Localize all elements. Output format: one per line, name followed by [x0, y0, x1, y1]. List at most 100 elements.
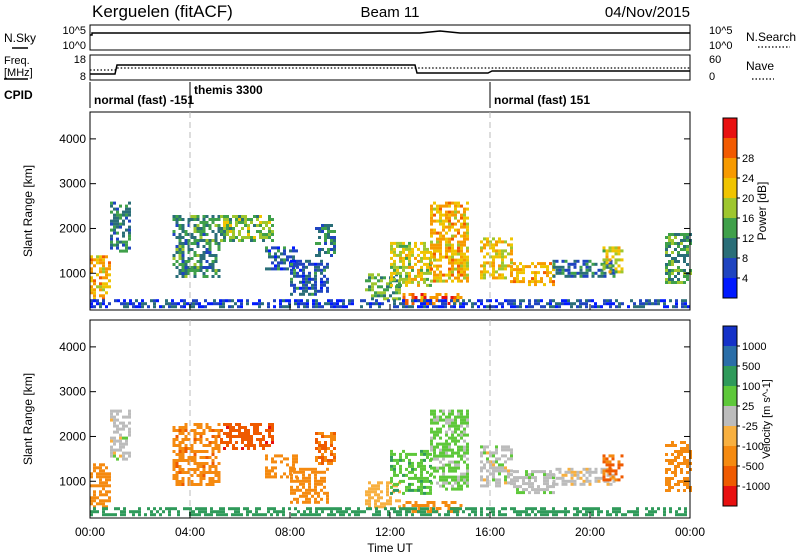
- power-echo-cell: [274, 255, 277, 259]
- power-echo-cell: [674, 281, 677, 284]
- power-echo-cell: [588, 259, 592, 263]
- power-echo-cell: [486, 243, 489, 247]
- power-echo-cell: [456, 296, 460, 299]
- velocity-echo-cell: [399, 513, 402, 517]
- power-echo-cell: [573, 302, 576, 306]
- velocity-echo-cell: [448, 421, 451, 425]
- power-echo-cell: [466, 255, 469, 259]
- velocity-echo-cell: [651, 510, 654, 514]
- power-colorbar-swatch: [723, 218, 737, 238]
- power-echo-cell: [178, 248, 182, 251]
- power-echo-cell: [671, 269, 674, 272]
- velocity-echo-cell: [399, 467, 402, 471]
- power-echo-cell: [573, 274, 577, 278]
- velocity-echo-cell: [582, 473, 586, 477]
- velocity-echo-cell: [339, 513, 342, 517]
- power-echo-cell: [383, 297, 386, 301]
- velocity-echo-cell: [211, 465, 215, 468]
- power-echo-cell: [537, 302, 540, 306]
- velocity-echo-cell: [184, 471, 188, 474]
- velocity-echo-cell: [495, 466, 498, 470]
- power-echo-cell: [178, 263, 182, 266]
- velocity-echo-cell: [294, 513, 297, 517]
- power-echo-cell: [439, 207, 442, 211]
- power-echo-cell: [513, 268, 516, 272]
- power-echo-region: [510, 262, 555, 287]
- velocity-echo-cell: [190, 474, 194, 477]
- velocity-echo-cell: [534, 491, 537, 495]
- velocity-echo-cell: [150, 513, 153, 517]
- velocity-echo-cell: [486, 478, 489, 482]
- velocity-echo-cell: [262, 438, 265, 441]
- power-echo-cell: [483, 243, 486, 247]
- power-echo-cell: [457, 240, 460, 244]
- power-echo-cell: [420, 299, 424, 302]
- velocity-echo-cell: [172, 450, 176, 453]
- velocity-echo-cell: [368, 487, 371, 491]
- power-echo-cell: [116, 216, 119, 220]
- power-echo-cell: [305, 265, 308, 269]
- power-echo-cell: [423, 262, 426, 266]
- velocity-echo-cell: [217, 450, 221, 453]
- velocity-echo-cell: [172, 441, 176, 444]
- power-echo-cell: [463, 210, 466, 214]
- power-echo-cell: [439, 222, 442, 226]
- noise-panel: N.Sky 10^5 10^0 10^5 10^0 N.Search: [4, 24, 796, 52]
- velocity-echo-region: [110, 409, 131, 461]
- velocity-echo-cell: [390, 464, 393, 468]
- velocity-echo-cell: [196, 423, 200, 426]
- power-echo-cell: [463, 252, 466, 256]
- power-echo-cell: [614, 252, 618, 256]
- power-echo-cell: [90, 267, 93, 271]
- power-echo-cell: [573, 271, 577, 275]
- power-echo-cell: [241, 221, 244, 224]
- power-echo-cell: [408, 250, 411, 254]
- velocity-echo-cell: [198, 513, 201, 517]
- velocity-echo-cell: [492, 469, 495, 473]
- power-echo-cell: [510, 265, 513, 269]
- power-echo-cell: [339, 305, 342, 309]
- velocity-echo-cell: [378, 513, 381, 517]
- velocity-echo-cell: [680, 471, 683, 474]
- power-echo-cell: [603, 302, 606, 306]
- power-echo-cell: [414, 277, 417, 281]
- velocity-echo-cell: [383, 505, 386, 509]
- power-echo-cell: [423, 247, 426, 251]
- velocity-echo-cell: [618, 510, 621, 514]
- velocity-echo-cell: [250, 438, 253, 441]
- power-echo-cell: [122, 231, 125, 235]
- power-echo-cell: [184, 275, 188, 278]
- velocity-echo-cell: [420, 488, 423, 492]
- velocity-echo-cell: [439, 409, 442, 413]
- power-echo-cell: [540, 265, 543, 269]
- velocity-echo-cell: [102, 481, 105, 485]
- power-echo-cell: [396, 268, 399, 272]
- velocity-echo-cell: [303, 513, 306, 517]
- power-echo-cell: [371, 276, 374, 280]
- power-echo-cell: [102, 261, 105, 265]
- power-echo-cell: [279, 302, 282, 306]
- velocity-echo-cell: [196, 432, 200, 435]
- velocity-echo-cell: [327, 459, 330, 462]
- power-echo-cell: [408, 241, 411, 245]
- power-echo-cell: [156, 299, 159, 303]
- power-echo-cell: [327, 224, 330, 227]
- velocity-echo-cell: [552, 507, 555, 511]
- power-echo-cell: [561, 265, 565, 269]
- power-echo-cell: [99, 270, 102, 274]
- velocity-echo-cell: [193, 441, 197, 444]
- power-echo-cell: [420, 274, 423, 278]
- power-echo-cell: [314, 289, 317, 293]
- power-echo-cell: [686, 248, 689, 251]
- power-echo-cell: [174, 302, 177, 306]
- velocity-echo-region: [265, 454, 298, 479]
- velocity-echo-cell: [429, 488, 432, 492]
- power-echo-cell: [436, 243, 439, 247]
- power-echo-cell: [326, 265, 329, 269]
- velocity-echo-cell: [519, 476, 522, 480]
- power-echo-cell: [540, 277, 543, 281]
- velocity-echo-cell: [570, 473, 574, 477]
- velocity-echo-cell: [429, 501, 433, 504]
- velocity-echo-cell: [208, 471, 212, 474]
- power-echo-cell: [90, 270, 93, 274]
